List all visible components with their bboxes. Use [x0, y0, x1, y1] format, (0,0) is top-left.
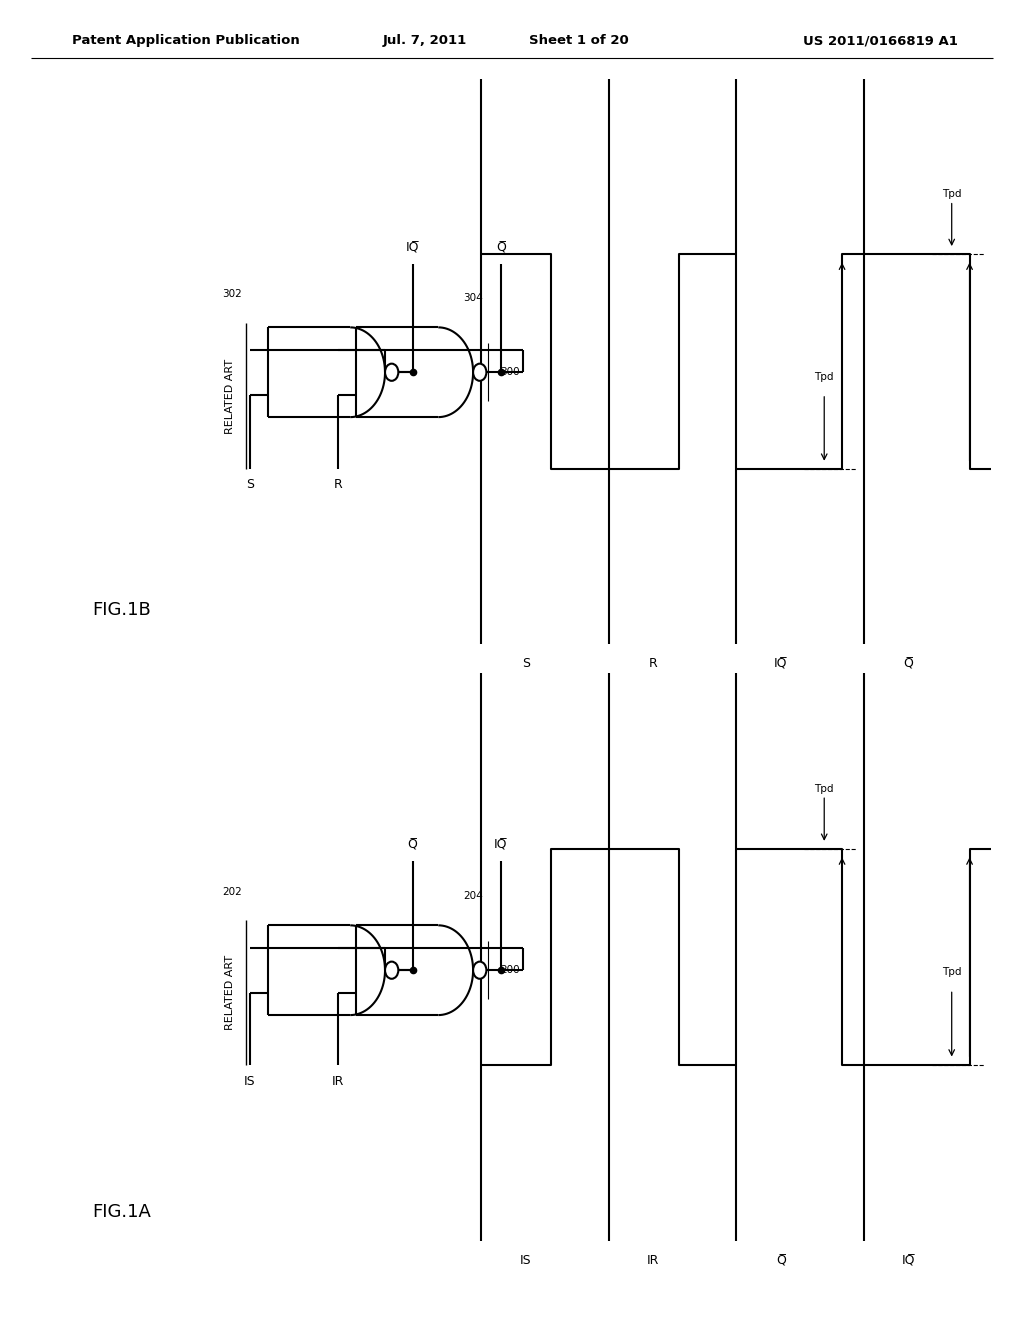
Text: IQ̅: IQ̅ — [901, 1254, 915, 1267]
Text: Q̅: Q̅ — [496, 242, 506, 255]
Text: FIG.1A: FIG.1A — [92, 1203, 151, 1221]
Circle shape — [385, 961, 398, 979]
Text: US 2011/0166819 A1: US 2011/0166819 A1 — [803, 34, 957, 48]
Text: IR: IR — [332, 1074, 344, 1088]
Text: IS: IS — [520, 1254, 531, 1267]
Text: 304: 304 — [463, 293, 482, 304]
Text: FIG.1B: FIG.1B — [92, 601, 151, 619]
Text: IQ̅: IQ̅ — [774, 657, 787, 671]
Text: Sheet 1 of 20: Sheet 1 of 20 — [528, 34, 629, 48]
Circle shape — [473, 363, 486, 381]
Text: Tpd: Tpd — [814, 371, 834, 381]
Text: 202: 202 — [222, 887, 242, 898]
Text: IQ̅: IQ̅ — [406, 242, 420, 255]
Text: R: R — [334, 478, 342, 491]
Text: 200: 200 — [501, 965, 520, 975]
Circle shape — [385, 363, 398, 381]
Text: Tpd: Tpd — [814, 784, 834, 793]
Text: 300: 300 — [501, 367, 520, 378]
Text: Tpd: Tpd — [942, 189, 962, 199]
Text: IS: IS — [244, 1074, 256, 1088]
Text: 204: 204 — [463, 891, 482, 902]
Text: RELATED ART: RELATED ART — [225, 956, 236, 1030]
Text: 302: 302 — [222, 289, 242, 300]
Circle shape — [473, 961, 486, 979]
Text: IQ̅: IQ̅ — [494, 838, 508, 851]
Text: R: R — [649, 657, 657, 671]
Text: Tpd: Tpd — [942, 968, 962, 977]
Text: IR: IR — [647, 1254, 659, 1267]
Text: Patent Application Publication: Patent Application Publication — [72, 34, 299, 48]
Text: S: S — [246, 478, 254, 491]
Text: S: S — [522, 657, 529, 671]
Text: RELATED ART: RELATED ART — [225, 359, 236, 433]
Text: Q̅: Q̅ — [408, 838, 418, 851]
Text: Q̅: Q̅ — [776, 1254, 785, 1267]
Text: Q̅: Q̅ — [903, 657, 913, 671]
Text: Jul. 7, 2011: Jul. 7, 2011 — [383, 34, 467, 48]
